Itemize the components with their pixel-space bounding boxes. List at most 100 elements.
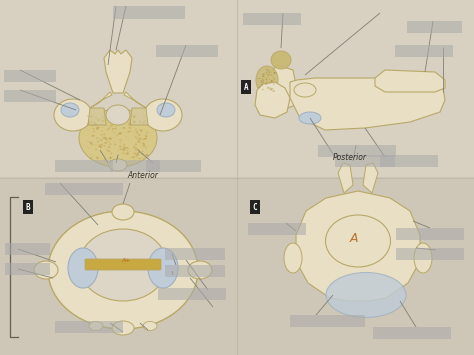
Ellipse shape (118, 133, 120, 135)
Ellipse shape (135, 143, 137, 145)
Ellipse shape (107, 130, 108, 131)
Ellipse shape (99, 139, 100, 140)
Polygon shape (255, 82, 290, 118)
Ellipse shape (108, 146, 111, 148)
Ellipse shape (125, 136, 127, 138)
Ellipse shape (119, 147, 122, 148)
Ellipse shape (101, 120, 104, 122)
Ellipse shape (54, 99, 92, 131)
Ellipse shape (269, 69, 270, 71)
Ellipse shape (133, 147, 137, 149)
Ellipse shape (256, 66, 278, 94)
Bar (373, 327, 451, 339)
Ellipse shape (268, 71, 270, 73)
Ellipse shape (144, 116, 146, 117)
Ellipse shape (99, 144, 100, 145)
Ellipse shape (97, 119, 100, 121)
Bar (55, 321, 123, 333)
Ellipse shape (121, 145, 122, 146)
Ellipse shape (107, 150, 110, 152)
Ellipse shape (96, 137, 98, 139)
Ellipse shape (129, 141, 130, 142)
Ellipse shape (98, 127, 100, 128)
Ellipse shape (105, 120, 107, 121)
Polygon shape (130, 108, 148, 125)
Ellipse shape (100, 135, 102, 136)
Ellipse shape (109, 143, 112, 145)
Ellipse shape (127, 150, 128, 151)
Ellipse shape (105, 139, 108, 141)
Ellipse shape (104, 137, 107, 138)
Ellipse shape (122, 148, 125, 151)
Ellipse shape (124, 148, 126, 149)
Ellipse shape (110, 157, 112, 158)
Bar (396, 228, 464, 240)
Ellipse shape (128, 124, 132, 126)
Ellipse shape (135, 149, 137, 151)
Bar (158, 288, 226, 300)
Ellipse shape (120, 120, 123, 121)
Ellipse shape (145, 148, 146, 149)
Ellipse shape (136, 131, 138, 133)
Bar (4, 70, 56, 82)
Ellipse shape (263, 76, 264, 77)
Ellipse shape (128, 127, 131, 129)
Polygon shape (375, 70, 445, 92)
Ellipse shape (141, 139, 143, 140)
Ellipse shape (107, 127, 110, 130)
Bar (55, 160, 113, 172)
Ellipse shape (115, 126, 117, 127)
Ellipse shape (109, 159, 127, 171)
Ellipse shape (118, 124, 119, 125)
Ellipse shape (137, 152, 140, 153)
Ellipse shape (271, 51, 291, 69)
Ellipse shape (135, 135, 136, 136)
Ellipse shape (117, 150, 118, 151)
Bar (4, 90, 56, 102)
Polygon shape (265, 65, 297, 110)
Ellipse shape (118, 145, 121, 147)
Ellipse shape (133, 121, 136, 123)
Ellipse shape (267, 74, 269, 75)
Ellipse shape (134, 153, 137, 155)
Polygon shape (90, 92, 112, 108)
Ellipse shape (137, 140, 140, 143)
Ellipse shape (259, 87, 260, 88)
Ellipse shape (274, 78, 275, 80)
FancyBboxPatch shape (85, 259, 161, 270)
Ellipse shape (145, 154, 148, 156)
Ellipse shape (114, 119, 116, 120)
Ellipse shape (144, 99, 182, 131)
Ellipse shape (146, 147, 147, 148)
Ellipse shape (266, 74, 268, 75)
Ellipse shape (262, 78, 264, 80)
Ellipse shape (145, 138, 147, 140)
Ellipse shape (91, 143, 94, 145)
Ellipse shape (123, 118, 125, 119)
Bar (5, 263, 50, 275)
Bar (395, 45, 453, 57)
Polygon shape (88, 108, 106, 125)
Ellipse shape (272, 90, 275, 92)
Ellipse shape (157, 103, 175, 117)
Ellipse shape (99, 139, 102, 141)
Ellipse shape (101, 134, 102, 135)
Ellipse shape (137, 137, 138, 138)
Ellipse shape (79, 229, 167, 301)
Ellipse shape (90, 142, 92, 144)
Ellipse shape (100, 146, 102, 148)
Ellipse shape (143, 322, 157, 331)
Ellipse shape (115, 128, 117, 129)
Ellipse shape (119, 139, 122, 141)
Ellipse shape (110, 125, 113, 126)
Ellipse shape (102, 127, 103, 128)
Ellipse shape (262, 82, 264, 83)
Ellipse shape (271, 75, 273, 76)
Ellipse shape (137, 153, 138, 154)
Ellipse shape (265, 79, 267, 80)
Bar (165, 265, 225, 277)
Ellipse shape (115, 132, 116, 133)
Ellipse shape (110, 157, 112, 158)
Ellipse shape (90, 121, 91, 122)
Ellipse shape (109, 141, 110, 142)
